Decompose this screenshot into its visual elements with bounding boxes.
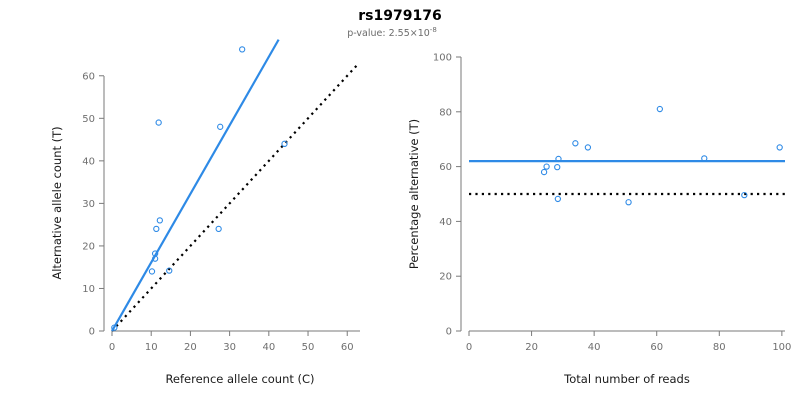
- x-tick-label: 50: [302, 342, 315, 353]
- right-y-tick-group: 0 20 40 60 80 100: [433, 53, 461, 338]
- panel-percentage-alternative: 0 20 40 60 80 100 0 20 40 60 80 100 Total number o…: [407, 53, 791, 387]
- right-data-points: [540, 105, 783, 206]
- y-tick-label: 20: [439, 272, 452, 283]
- y-tick-label: 50: [82, 114, 95, 125]
- data-point: [151, 250, 159, 257]
- data-point: [281, 140, 288, 147]
- data-point: [701, 155, 708, 162]
- right-x-axis-label: Total number of reads: [563, 372, 690, 386]
- data-point: [166, 267, 173, 274]
- right-y-axis-label: Percentage alternative (T): [407, 119, 421, 269]
- panel-allele-counts: 0 10 20 30 40 50 60 0 10 20 30 40 50 60 Reference al…: [50, 39, 360, 386]
- page-title: rs1979176: [358, 8, 441, 24]
- x-tick-label: 30: [223, 342, 236, 353]
- left-data-points: [111, 46, 288, 331]
- x-tick-label: 40: [262, 342, 275, 353]
- left-x-tick-group: 0 10 20 30 40 50 60: [109, 331, 354, 353]
- y-tick-label: 40: [82, 156, 95, 167]
- x-tick-label: 20: [184, 342, 197, 353]
- data-point: [156, 217, 163, 224]
- data-point: [540, 168, 548, 176]
- y-tick-label: 60: [439, 162, 452, 173]
- left-y-tick-group: 0 10 20 30 40 50 60: [82, 71, 104, 338]
- y-tick-label: 0: [446, 327, 452, 338]
- y-tick-label: 20: [82, 241, 95, 252]
- p-value-exponent: -8: [430, 26, 437, 34]
- left-x-axis-label: Reference allele count (C): [165, 372, 314, 386]
- y-tick-label: 10: [82, 284, 95, 295]
- data-point: [776, 144, 783, 151]
- data-point: [153, 225, 160, 233]
- y-tick-label: 30: [82, 199, 95, 210]
- x-tick-label: 0: [109, 342, 115, 353]
- data-point: [555, 155, 562, 163]
- p-value-text: p-value: 2.55×10: [347, 28, 430, 39]
- left-fit-line: [111, 39, 280, 332]
- x-tick-label: 0: [466, 342, 472, 353]
- y-tick-label: 80: [439, 107, 452, 118]
- data-point: [584, 144, 592, 151]
- y-tick-label: 40: [439, 217, 452, 228]
- data-point: [215, 225, 222, 233]
- data-point: [554, 163, 561, 171]
- right-x-tick-group: 0 20 40 60 80 100: [466, 331, 791, 353]
- left-reference-line: [111, 62, 360, 332]
- data-point: [543, 163, 550, 170]
- data-point: [572, 140, 579, 147]
- reference-line-segment: [111, 62, 360, 332]
- x-tick-label: 80: [713, 342, 726, 353]
- left-y-axis-label: Alternative allele count (T): [50, 126, 64, 279]
- data-point: [217, 123, 224, 130]
- x-tick-label: 20: [525, 342, 538, 353]
- y-tick-label: 60: [82, 71, 95, 82]
- p-value-subtitle: p-value: 2.55×10-8: [347, 26, 437, 39]
- x-tick-label: 60: [650, 342, 663, 353]
- data-point: [554, 195, 562, 203]
- data-point: [148, 268, 156, 275]
- data-point: [111, 324, 118, 331]
- data-point: [239, 46, 246, 53]
- x-tick-label: 40: [588, 342, 601, 353]
- y-tick-label: 0: [89, 327, 95, 338]
- x-tick-label: 100: [772, 342, 791, 353]
- data-point: [625, 199, 632, 206]
- data-point: [656, 105, 664, 113]
- data-point: [155, 119, 162, 126]
- x-tick-label: 10: [145, 342, 158, 353]
- y-tick-label: 100: [433, 53, 452, 64]
- fit-line-segment: [111, 39, 280, 332]
- x-tick-label: 60: [341, 342, 354, 353]
- data-point: [741, 191, 748, 199]
